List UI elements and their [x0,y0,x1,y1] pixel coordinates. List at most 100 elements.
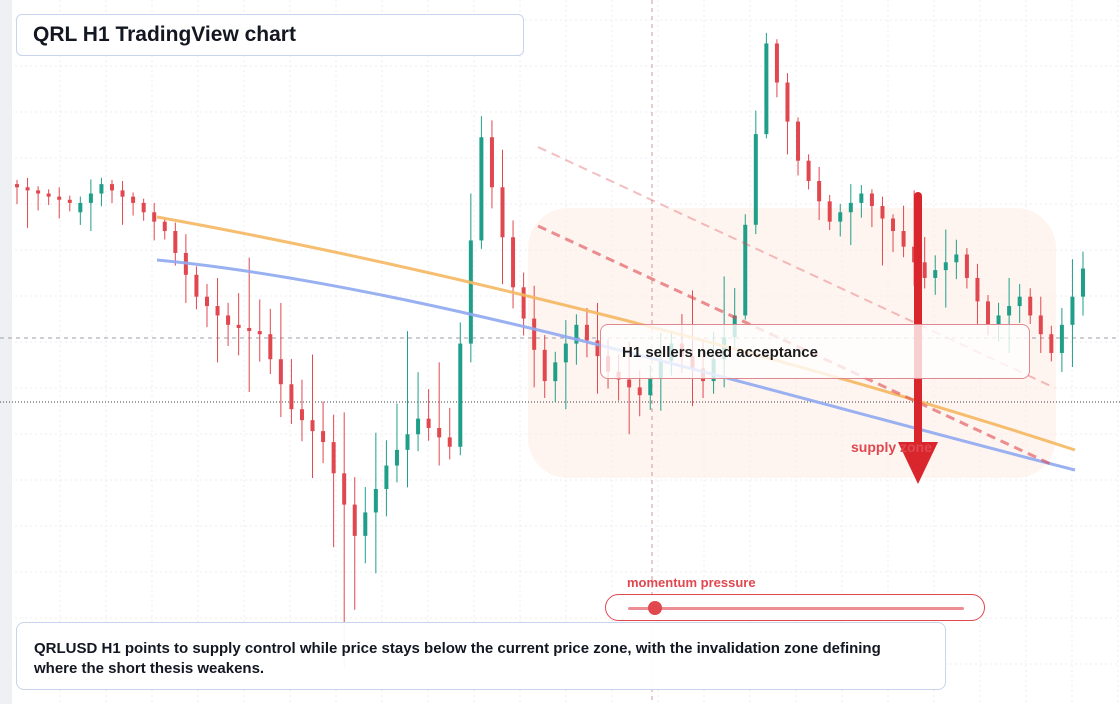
candle-body [289,384,294,410]
candle-body [1038,315,1043,335]
candle-body [1017,296,1022,307]
down-arrow-head [898,442,938,484]
candle-body [563,343,568,363]
candle-body [447,437,452,447]
candle-body [1028,296,1033,316]
candle-body [363,512,368,536]
candle-body [574,324,579,344]
candle-body [584,324,589,341]
candle-body [405,434,410,450]
candle-body [162,221,167,232]
candle-body [46,193,51,197]
candle-body [954,254,959,263]
candle-body [204,296,209,307]
candle-body [1059,324,1064,353]
momentum-gauge [605,594,985,621]
candle-body [1007,306,1012,316]
ma-blue-line [156,258,1076,472]
candle-body [891,218,896,232]
candle-body [553,362,558,382]
trendline-dashed-light [537,146,1056,389]
candle-body [796,121,801,161]
candle-body [827,201,832,222]
candle-body [88,193,93,203]
candle-body [373,488,378,513]
candle-body [458,343,463,447]
candle-body [1049,334,1054,353]
momentum-track [628,607,964,610]
candle-body [15,184,19,188]
candle-body [331,442,336,474]
candle-body [120,190,125,197]
candle-body [817,181,822,202]
candle-body [247,327,252,332]
candle-body [880,206,885,219]
candle-body [36,190,41,194]
candle-body [595,340,600,357]
candle-body [542,349,547,382]
candle-body [67,199,72,203]
candle-body [532,318,537,350]
candle-body [848,202,853,213]
candle-body [637,387,642,396]
candle-body [933,270,938,278]
candle-body [975,277,980,302]
candle-body [394,449,399,466]
candle-body [299,409,304,421]
candle-body [743,224,748,316]
candle-body [521,287,526,319]
sellers-label-box: H1 sellers need acceptance [600,324,1030,379]
candle-body [321,431,326,443]
candle-body [141,202,146,213]
candle-body [57,196,62,200]
candle-body [215,306,220,316]
supply-zone-label: supply zone [851,439,932,455]
candle-body [511,237,516,288]
candle-body [753,134,758,225]
candle-body [500,187,505,238]
candle-body [774,43,779,83]
candle-body [25,187,30,191]
candle-body [859,193,864,203]
candle-body [257,331,262,335]
momentum-knob [647,601,662,615]
candle-body [943,262,948,271]
candle-body [901,231,906,247]
candle-body [416,418,421,435]
candle-body [268,334,273,360]
candle-body [342,473,347,505]
candle-body [109,184,114,191]
momentum-label: momentum pressure [627,575,756,590]
candle-body [236,324,241,328]
candle-body [437,428,442,438]
candle-body [964,254,969,278]
candle-body [384,465,389,489]
candle-body [869,193,874,207]
candle-body [152,212,157,222]
candle-body [468,240,473,344]
ma-orange-line [156,215,1076,452]
candle-body [627,379,632,388]
candle-body [764,43,769,135]
candle-body [838,212,843,222]
candle-body [489,137,494,188]
analysis-note: QRLUSD H1 points to supply control while… [16,622,946,690]
trendline-dashed-strong [537,224,1056,468]
candle-body [479,137,484,241]
candle-body [99,184,104,194]
candle-body [986,301,991,325]
candle-body [806,160,811,182]
candle-body [352,504,357,536]
candle-body [194,274,199,297]
candle-body [278,359,283,385]
candle-body [785,82,790,122]
candle-body [1070,296,1075,325]
candle-body [310,420,315,432]
candle-body [922,262,927,278]
candle-body [996,315,1001,325]
price-scale-strip [0,0,12,704]
candle-body [426,418,431,428]
candle-body [131,196,136,203]
candle-body [1081,268,1085,297]
